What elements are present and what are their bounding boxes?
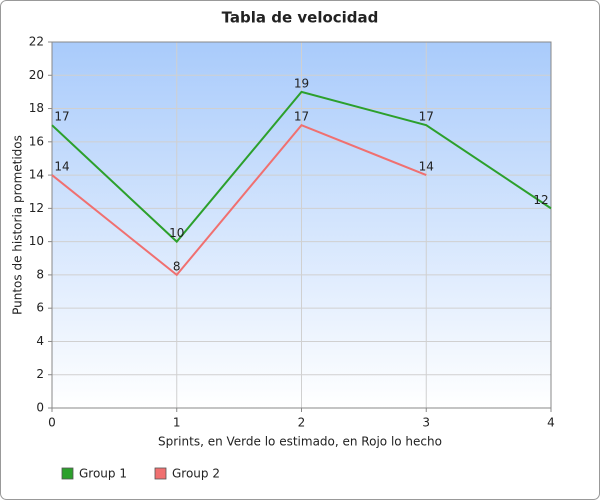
x-tick-label: 4 xyxy=(547,416,555,430)
y-axis-title: Puntos de historia prometidos xyxy=(11,135,25,315)
plot-border xyxy=(51,41,552,409)
legend-label: Group 2 xyxy=(172,467,220,481)
series-line xyxy=(51,90,552,244)
data-label: 14 xyxy=(419,160,434,174)
y-tick-label: 16 xyxy=(29,134,44,148)
y-tick-label: 0 xyxy=(36,401,44,415)
y-tick-label: 14 xyxy=(29,168,44,182)
chart-title: Tabla de velocidad xyxy=(222,9,379,27)
data-label: 10 xyxy=(169,226,184,240)
data-label: 17 xyxy=(419,110,434,124)
x-tick-label: 1 xyxy=(173,416,181,430)
x-tick-label: 0 xyxy=(48,416,56,430)
y-tick-label: 8 xyxy=(36,267,44,281)
y-tick-label: 6 xyxy=(36,301,44,315)
data-label: 8 xyxy=(173,259,181,273)
y-tick-label: 12 xyxy=(29,201,44,215)
y-tick-label: 20 xyxy=(29,68,44,82)
data-label: 17 xyxy=(54,110,69,124)
y-tick-label: 2 xyxy=(36,367,44,381)
x-tick-label: 2 xyxy=(298,416,306,430)
legend-label: Group 1 xyxy=(79,467,127,481)
legend-swatch xyxy=(61,467,74,480)
y-tick-label: 4 xyxy=(36,334,44,348)
y-tick-label: 18 xyxy=(29,101,44,115)
y-tick-label: 22 xyxy=(29,35,44,49)
legend-swatch xyxy=(154,467,167,480)
x-axis-title: Sprints, en Verde lo estimado, en Rojo l… xyxy=(158,435,442,449)
data-label: 17 xyxy=(294,110,309,124)
data-label: 12 xyxy=(533,193,548,207)
series-line xyxy=(51,123,427,277)
data-label: 14 xyxy=(54,160,69,174)
y-tick-label: 10 xyxy=(29,234,44,248)
data-label: 19 xyxy=(294,76,309,90)
x-tick-label: 3 xyxy=(422,416,430,430)
